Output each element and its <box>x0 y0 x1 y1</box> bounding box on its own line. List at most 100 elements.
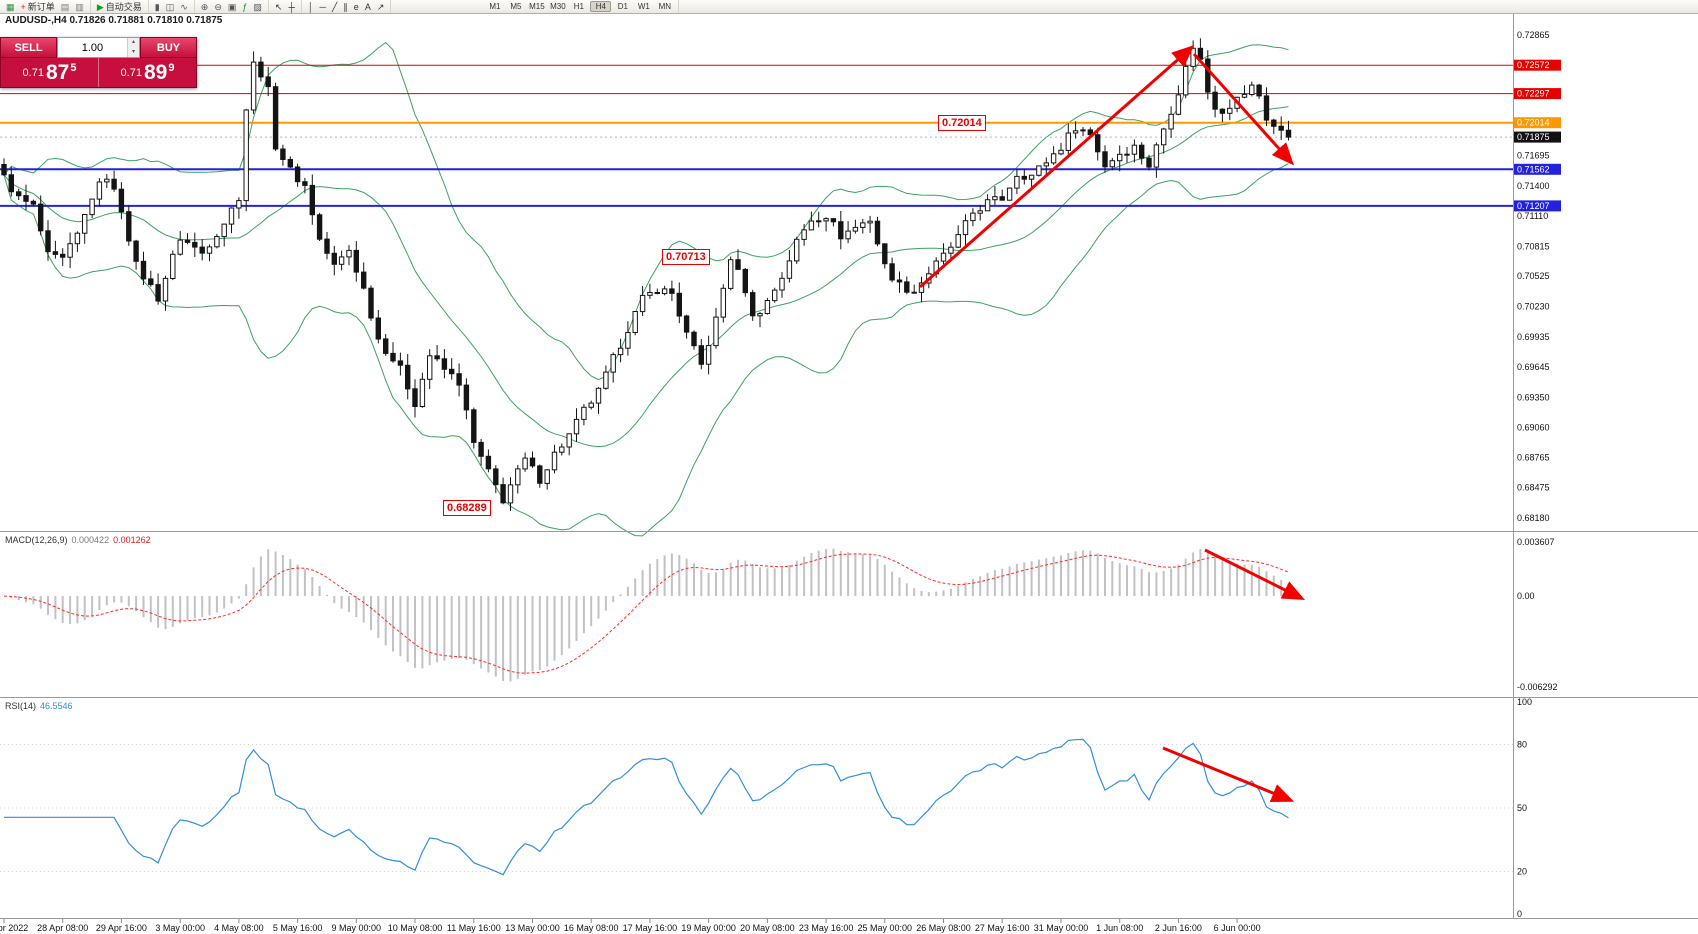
timeframe-w1-button[interactable]: W1 <box>637 2 650 11</box>
svg-text:20: 20 <box>1517 867 1527 877</box>
print-icon: ▥ <box>75 1 84 12</box>
auto-trading-icon: ▶ <box>96 1 104 12</box>
svg-text:3 May 00:00: 3 May 00:00 <box>155 923 205 933</box>
fibonacci-button[interactable]: e <box>351 1 362 13</box>
arrows-button[interactable]: ↗ <box>374 1 388 13</box>
price-annotation[interactable]: 0.72014 <box>938 115 986 131</box>
tile-windows-button[interactable]: ▣ <box>225 1 240 13</box>
svg-text:0.69935: 0.69935 <box>1517 332 1550 342</box>
templates-button[interactable]: ▨ <box>250 1 265 13</box>
zoom-out-button[interactable]: ⊖ <box>211 1 225 13</box>
auto-trading-button-label: 自动交易 <box>105 2 142 12</box>
trend-arrow[interactable] <box>1192 52 1295 166</box>
svg-text:11 May 16:00: 11 May 16:00 <box>447 923 501 933</box>
timeframe-m5-button[interactable]: M5 <box>510 2 522 11</box>
timeframe-d1-button[interactable]: D1 <box>617 2 628 11</box>
crosshair-button[interactable]: ┼ <box>285 1 297 13</box>
buy-button[interactable]: BUY <box>140 37 197 58</box>
timeframe-m30-button[interactable]: M30 <box>550 2 566 11</box>
svg-text:31 May 00:00: 31 May 00:00 <box>1034 923 1089 933</box>
svg-text:0.68475: 0.68475 <box>1517 483 1550 493</box>
macd-name: MACD(12,26,9) <box>5 535 68 545</box>
file-group: ▦ + 新订单 ▤ ▥ <box>0 0 91 13</box>
vertical-line-button[interactable]: │ <box>305 1 317 13</box>
svg-text:23 May 16:00: 23 May 16:00 <box>799 923 854 933</box>
candlestick-chart-button[interactable]: ◫ <box>163 1 178 13</box>
svg-text:100: 100 <box>1517 697 1532 707</box>
cursor-button[interactable]: ↖ <box>272 1 286 13</box>
crosshair-icon: ┼ <box>288 1 295 12</box>
svg-text:0.71400: 0.71400 <box>1517 181 1550 191</box>
svg-text:0.72014: 0.72014 <box>1517 118 1550 128</box>
macd-signal-value: 0.001262 <box>113 535 151 545</box>
svg-text:20 May 08:00: 20 May 08:00 <box>740 923 795 933</box>
bollinger-lower-band <box>3 163 1289 537</box>
svg-text:17 May 16:00: 17 May 16:00 <box>623 923 678 933</box>
svg-text:0.70230: 0.70230 <box>1517 302 1550 312</box>
volume-input[interactable] <box>58 38 127 57</box>
svg-text:4 May 08:00: 4 May 08:00 <box>214 923 264 933</box>
sell-price-sup: 5 <box>70 61 77 74</box>
new-order-icon: + <box>20 1 26 12</box>
trendline-button[interactable]: ╱ <box>329 1 340 13</box>
line-chart-button[interactable]: ∿ <box>177 1 191 13</box>
price-tag: 0.72572 <box>1514 59 1561 71</box>
bollinger-upper-band <box>3 41 1289 381</box>
timeframe-h4-button[interactable]: H4 <box>590 1 612 12</box>
auto-trading-button[interactable]: ▶ 自动交易 <box>94 1 145 13</box>
rsi-line <box>4 738 1289 876</box>
sell-price[interactable]: 0.71 87 5 <box>1 58 99 87</box>
volume-spinner: ▴ ▾ <box>126 38 139 57</box>
arrows-icon: ↗ <box>376 1 385 12</box>
volume-down-button[interactable]: ▾ <box>127 47 139 57</box>
volume-up-button[interactable]: ▴ <box>127 38 139 48</box>
sell-price-big: 87 <box>45 61 70 84</box>
new-chart-icon: ▦ <box>6 1 15 12</box>
indicators-button[interactable]: ƒ <box>239 1 250 13</box>
tile-windows-icon: ▣ <box>227 1 237 12</box>
macd-axis: 0.003607 0.00 -0.006292 <box>1517 537 1558 692</box>
rsi-axis: 100 80 50 20 0 <box>1517 697 1532 919</box>
trend-arrow[interactable] <box>1162 746 1295 803</box>
trend-arrow[interactable] <box>1204 548 1306 601</box>
macd-main-value: 0.000422 <box>71 535 110 545</box>
price-tag: 0.71875 <box>1514 131 1561 143</box>
rsi-indicator-label: RSI(14) 46.5546 <box>5 701 73 711</box>
print-button[interactable]: ▥ <box>72 1 87 13</box>
text-button[interactable]: A <box>362 1 374 13</box>
new-order-button-label: 新订单 <box>27 2 55 12</box>
zoom-out-icon: ⊖ <box>214 1 222 12</box>
svg-text:5 May 16:00: 5 May 16:00 <box>273 923 323 933</box>
channel-button[interactable]: ∥ <box>340 1 351 13</box>
bar-chart-button[interactable]: ▮ <box>152 1 163 13</box>
timeframe-mn-button[interactable]: MN <box>658 2 672 11</box>
price-tag: 0.71562 <box>1514 163 1561 175</box>
price-annotation[interactable]: 0.68289 <box>443 500 491 516</box>
timeframe-h1-button[interactable]: H1 <box>573 2 584 11</box>
svg-text:13 May 00:00: 13 May 00:00 <box>505 923 560 933</box>
profiles-button[interactable]: ▤ <box>58 1 73 13</box>
buy-price[interactable]: 0.71 89 9 <box>99 58 196 87</box>
sell-button[interactable]: SELL <box>0 37 57 58</box>
new-order-button[interactable]: + 新订单 <box>18 1 58 13</box>
cursor-group: ↖ ┼ <box>269 0 302 13</box>
macd-signal-line <box>3 553 1289 674</box>
svg-text:-0.006292: -0.006292 <box>1517 682 1558 692</box>
horizontal-line-button[interactable]: ─ <box>316 1 328 13</box>
trend-arrow[interactable] <box>919 45 1195 289</box>
buy-price-sup: 9 <box>168 61 175 74</box>
svg-text:6 Jun 00:00: 6 Jun 00:00 <box>1214 923 1261 933</box>
timeframe-m1-button[interactable]: M1 <box>489 2 501 11</box>
zoom-group: ⊕ ⊖ ▣ ƒ ▨ <box>195 0 269 13</box>
timeframe-m15-button[interactable]: M15 <box>529 2 545 11</box>
svg-text:0.70525: 0.70525 <box>1517 271 1550 281</box>
text-icon: A <box>364 1 371 12</box>
new-chart-button[interactable]: ▦ <box>3 1 18 13</box>
zoom-in-button[interactable]: ⊕ <box>198 1 212 13</box>
svg-text:19 May 00:00: 19 May 00:00 <box>681 923 736 933</box>
price-annotation[interactable]: 0.70713 <box>662 249 710 265</box>
chart-title: AUDUSD-,H4 0.71826 0.71881 0.71810 0.718… <box>5 15 223 26</box>
time-axis: 27 Apr 2022 28 Apr 08:00 29 Apr 16:00 3 May… <box>0 919 1261 933</box>
